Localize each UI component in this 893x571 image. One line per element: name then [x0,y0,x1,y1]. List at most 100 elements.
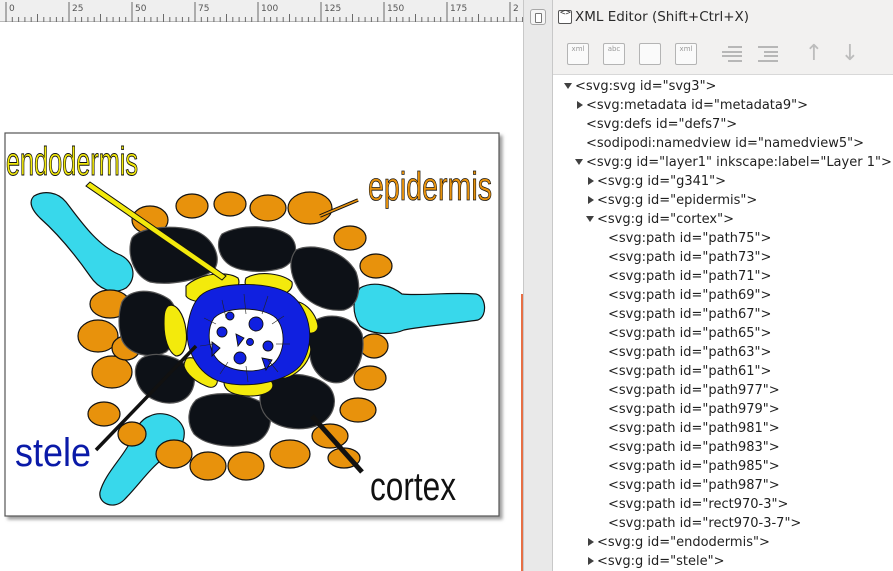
unindent-node-button[interactable] [715,38,749,70]
indent-node-button[interactable] [751,38,785,70]
epidermis-cell [227,451,265,481]
xml-tree-node[interactable]: <svg:g id="g341"> [553,172,726,191]
xml-tree-node-label: <sodipodi:namedview id="namedview5"> [586,136,865,151]
xml-tree-node[interactable]: <svg:path id="rect970-3"> [553,495,788,514]
collapse-panel-icon[interactable] [530,9,546,25]
xml-tree-node[interactable]: <svg:path id="path987"> [553,476,780,495]
xml-tree-node[interactable]: <svg:path id="path63"> [553,343,771,362]
xml-tree-node-label: <svg:path id="path73"> [608,250,772,265]
arrow-down-icon: ↓ [840,41,860,66]
xml-tree-node[interactable]: <svg:metadata id="metadata9"> [553,96,808,115]
xml-tree-node[interactable]: <svg:defs id="defs7"> [553,115,737,134]
raise-node-button[interactable]: ↑ [797,38,831,70]
cortex-pointer [310,414,364,474]
xml-tree-node-label: <svg:path id="path75"> [608,231,772,246]
xml-tree-node-label: <svg:g id="layer1" inkscape:label="Layer… [586,155,892,170]
panel-divider[interactable] [523,0,553,571]
epidermis-cell [77,319,119,353]
stele [186,284,311,386]
xml-tree-node[interactable]: <svg:path id="path75"> [553,229,771,248]
xml-tree-node[interactable]: <svg:g id="layer1" inkscape:label="Layer… [553,153,892,172]
duplicate-node-button[interactable] [633,38,667,70]
xml-tree-node-label: <svg:path id="rect970-3-7"> [608,516,802,531]
xml-tree-node[interactable]: <svg:g id="epidermis"> [553,191,757,210]
xml-tree-node-label: <svg:path id="rect970-3"> [608,497,789,512]
collapsed-triangle-icon[interactable] [585,172,597,191]
spacer [574,115,586,134]
epidermis-cell [213,191,247,217]
xml-tree-node[interactable]: <svg:path id="path73"> [553,248,771,267]
root-cross-section-drawing[interactable]: endodermis epidermis stele cortex [0,120,523,530]
epidermis-cell [87,401,121,427]
xml-tree-node[interactable]: <svg:path id="path979"> [553,400,780,419]
xml-node-tree[interactable]: <svg:svg id="svg3"> <svg:metadata id="met… [553,74,893,571]
xml-tree-node[interactable]: <svg:path id="rect970-3-7"> [553,514,801,533]
spacer [574,134,586,153]
lower-node-button[interactable]: ↓ [833,38,867,70]
xml-tree-node[interactable]: <svg:path id="path983"> [553,438,780,457]
canvas-area[interactable]: 0 25 50 75 100 125 150 175 2 [0,0,524,571]
epidermis-cells [77,191,393,481]
new-text-node-button[interactable]: abc [597,38,631,70]
xml-tree-node-label: <svg:defs id="defs7"> [586,117,738,132]
expanded-triangle-icon[interactable] [585,210,597,229]
xml-tree-node[interactable]: <svg:path id="path985"> [553,457,780,476]
epidermis-cell [155,439,193,469]
collapsed-triangle-icon[interactable] [585,533,597,552]
canvas-scroll-edge [521,294,524,571]
epidermis-cell [117,421,147,447]
spacer [596,514,608,533]
xml-tree-node[interactable]: <svg:path id="path69"> [553,286,771,305]
xml-tree-node[interactable]: <svg:svg id="svg3"> [553,77,716,96]
spacer [596,438,608,457]
expanded-triangle-icon[interactable] [574,153,586,172]
horizontal-ruler[interactable]: 0 25 50 75 100 125 150 175 2 [0,0,523,22]
xml-tree-node-label: <svg:path id="path987"> [608,478,780,493]
ruler-ticks: 0 25 50 75 100 125 150 175 2 [5,2,523,22]
xml-tree-node[interactable]: <svg:path id="path981"> [553,419,780,438]
xml-tree-node[interactable]: <sodipodi:namedview id="namedview5"> [553,134,864,153]
xml-tree-node[interactable]: <svg:g id="endodermis"> [553,533,770,552]
xml-editor-icon [558,8,572,24]
epidermis-pointer-inner [319,199,359,217]
spacer [596,400,608,419]
spacer [596,248,608,267]
xml-tree-node[interactable]: <svg:path id="path65"> [553,324,771,343]
epidermis-cell [189,451,227,481]
xml-editor-header: XML Editor (Shift+Ctrl+X) [553,0,893,34]
epidermis-cell [287,191,333,225]
delete-node-icon: xml [675,43,697,65]
spacer [596,457,608,476]
epidermis-label: epidermis [368,165,492,209]
epidermis-cell [339,397,377,423]
ruler-label: 25 [72,4,83,14]
xml-tree-node-label: <svg:path id="path981"> [608,421,780,436]
expanded-triangle-icon[interactable] [563,77,575,96]
epidermis-cell [333,225,367,251]
cortex-label: cortex [370,465,456,509]
xml-tree-node[interactable]: <svg:g id="stele"> [553,552,724,571]
stele-pointer [94,344,198,452]
ruler-label: 2 [513,4,519,14]
xml-tree-node-label: <svg:path id="path63"> [608,345,772,360]
collapsed-triangle-icon[interactable] [574,96,586,115]
xml-tree-node[interactable]: <svg:g id="cortex"> [553,210,734,229]
arrow-up-icon: ↑ [804,41,824,66]
xml-tree-node-label: <svg:g id="endodermis"> [597,535,770,550]
xml-tree-node[interactable]: <svg:path id="path61"> [553,362,771,381]
epidermis-cell [175,193,209,219]
ruler-label: 175 [450,4,467,14]
spacer [596,286,608,305]
root-hair-top-left [30,192,134,292]
xml-tree-node[interactable]: <svg:path id="path977"> [553,381,780,400]
spacer [596,343,608,362]
ruler-label: 75 [198,4,209,14]
collapsed-triangle-icon[interactable] [585,191,597,210]
xml-tree-node[interactable]: <svg:path id="path71"> [553,267,771,286]
collapsed-triangle-icon[interactable] [585,552,597,571]
delete-node-button[interactable]: xml [669,38,703,70]
stele-label: stele [15,431,91,475]
xml-tree-node[interactable]: <svg:path id="path67"> [553,305,771,324]
new-element-node-button[interactable]: xml [561,38,595,70]
